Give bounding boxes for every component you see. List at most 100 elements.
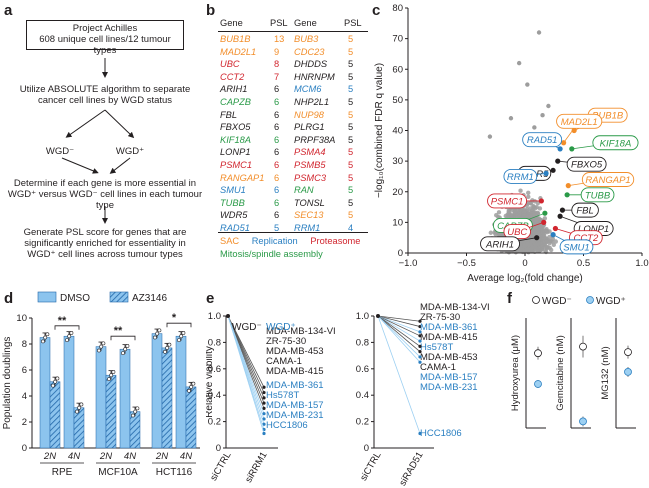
cell-line-label: CAMA-1 xyxy=(266,356,302,367)
data-point xyxy=(547,234,552,240)
data-point xyxy=(524,214,530,220)
significance-marker: * xyxy=(172,312,177,324)
cell-line-label: Hs578T xyxy=(266,390,299,401)
flow-arrow xyxy=(104,109,135,139)
step-line: WGD⁺ versus WGD⁻ cell lines in each tumo… xyxy=(7,189,203,211)
gene-name-left: ARIH1 xyxy=(220,84,248,95)
gene-label: FBXO5 xyxy=(571,160,603,171)
replicate-dot xyxy=(69,331,74,335)
data-point xyxy=(543,249,549,255)
gene-name-left: TUBB xyxy=(220,197,245,208)
relative-viability-chart: 0 0.2 0.4 0.6 0.8 1.0 siCTRL siRRM1 MDA-MB-134-V… xyxy=(206,302,490,488)
data-point xyxy=(528,201,534,206)
psl-score-right: 5 xyxy=(348,84,354,95)
series-line xyxy=(377,315,421,342)
panel-label-c: c xyxy=(372,2,381,19)
series-point xyxy=(262,422,266,426)
data-point xyxy=(532,217,537,223)
replicate-dot xyxy=(41,339,45,344)
bar-dmso xyxy=(63,335,75,449)
data-point xyxy=(532,242,538,247)
psl-score-right: 5 xyxy=(348,59,354,70)
data-point xyxy=(540,230,545,235)
psl-table: Gene PSL Gene PSL BUB1B 13 MAD2L1 9 UBC 8 CCT2… xyxy=(218,18,368,268)
gene-label: SMU1 xyxy=(563,242,589,253)
cell-line-label: MDA-MB-134-VI xyxy=(266,326,336,337)
cell-line-label: ZR-75-30 xyxy=(266,336,306,347)
flowchart-arrows xyxy=(61,58,135,224)
data-point xyxy=(541,235,546,241)
panel-label-d: d xyxy=(4,290,14,307)
gene-label: ARIH1 xyxy=(485,239,514,250)
psl-score-left: 6 xyxy=(274,197,280,208)
gene-name-left: RANGAP1 xyxy=(220,172,265,183)
callout-box xyxy=(556,113,603,129)
series-line xyxy=(227,315,265,434)
data-point xyxy=(530,207,536,212)
data-point xyxy=(522,243,527,249)
y-tick-label: 0.8 xyxy=(356,337,369,348)
data-point xyxy=(543,245,548,250)
y-tick-label: 0 xyxy=(216,443,221,454)
gene-name-left: CCT2 xyxy=(220,71,245,82)
dot-wgd-neg xyxy=(534,349,542,358)
replicate-dot xyxy=(191,381,196,386)
gene-name-right: NUP98 xyxy=(294,109,324,120)
psl-score-right: 5 xyxy=(348,34,354,44)
callout-box xyxy=(571,202,599,218)
significance-bracket xyxy=(54,325,80,330)
replicate-dot xyxy=(45,332,50,337)
gene-name-right: RAN xyxy=(294,185,314,196)
ploidy-label: 2N xyxy=(99,451,112,462)
table-header-psl-left: PSL xyxy=(270,18,288,28)
bar-dmso xyxy=(119,348,131,449)
replicate-dot xyxy=(167,342,172,347)
y-axis-label: Population doublings xyxy=(2,337,13,430)
replicate-dot xyxy=(109,373,114,378)
wgd-pos-label: WGD⁺ xyxy=(115,146,145,157)
dot-wgd-pos xyxy=(534,380,542,388)
cell-line-label: HCC1806 xyxy=(266,420,308,431)
highlighted-point xyxy=(534,235,540,241)
y-tick-label: 50 xyxy=(392,95,403,106)
data-point xyxy=(508,116,514,121)
table-header-rule xyxy=(218,31,368,32)
legend-swatch-dmso xyxy=(37,291,57,303)
gene-name-right: TONSL xyxy=(294,197,325,208)
gene-label: LONP1 xyxy=(578,224,609,235)
callout-box xyxy=(566,156,607,172)
gene-label: RAD51 xyxy=(527,135,558,146)
psl-score-right: 5 xyxy=(348,147,354,158)
y-tick-label: 30 xyxy=(392,156,403,167)
cell-line-label: MDA-MB-361 xyxy=(420,322,478,333)
psl-score-right: 5 xyxy=(348,122,354,133)
series-point xyxy=(262,417,266,421)
data-point xyxy=(524,247,529,253)
flow-arrow xyxy=(65,109,106,138)
x-tick-label: 0.5 xyxy=(577,258,590,269)
data-point xyxy=(512,209,518,215)
gene-name-right: PLRG1 xyxy=(294,122,325,133)
series-point xyxy=(418,355,422,359)
y-tick-label: 0 xyxy=(364,443,369,454)
data-point xyxy=(533,245,538,250)
x-category-label: siRAD51 xyxy=(397,450,425,488)
cell-line-label: MDA-MB-231 xyxy=(420,382,478,393)
series-point xyxy=(418,334,422,338)
gene-name-left: RAD51 xyxy=(220,223,250,233)
legend-dot-wgd-neg xyxy=(532,296,540,304)
data-point xyxy=(536,247,542,252)
data-point xyxy=(516,60,522,66)
data-point xyxy=(494,212,499,218)
significance-bracket xyxy=(110,335,136,341)
ploidy-label: 2N xyxy=(155,451,168,462)
cell-line-label: HCC1806 xyxy=(420,428,462,439)
replicate-dot xyxy=(99,344,104,349)
series-point xyxy=(262,390,266,395)
data-point xyxy=(530,245,535,250)
bar-az3146 xyxy=(49,381,61,449)
replicate-dot xyxy=(135,406,140,411)
data-point xyxy=(546,103,551,109)
highlighted-point xyxy=(552,225,559,232)
significance-marker: ** xyxy=(58,315,67,327)
